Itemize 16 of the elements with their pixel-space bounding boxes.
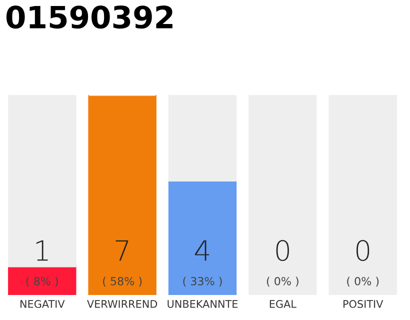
annotation: ( 0% ) xyxy=(347,276,379,287)
annotation: ( 33% ) xyxy=(183,276,222,287)
chart-title: 01590392 xyxy=(6,6,172,29)
x-tick-label: VERWIRREND xyxy=(87,300,158,308)
data-label: 0 xyxy=(356,240,370,262)
annotation: ( 0% ) xyxy=(266,276,298,287)
x-tick-label: POSITIV xyxy=(344,300,384,308)
annotation: ( 8% ) xyxy=(26,276,58,287)
data-label: 4 xyxy=(195,240,210,261)
annotation: ( 58% ) xyxy=(103,276,142,287)
data-label: 0 xyxy=(276,240,289,262)
x-tick-label: UNBEKANNTE xyxy=(168,300,238,308)
data-label: 1 xyxy=(36,240,48,261)
x-tick-label: NEGATIV xyxy=(20,300,65,308)
x-tick-label: EGAL xyxy=(270,300,296,308)
data-label: 7 xyxy=(116,240,128,261)
